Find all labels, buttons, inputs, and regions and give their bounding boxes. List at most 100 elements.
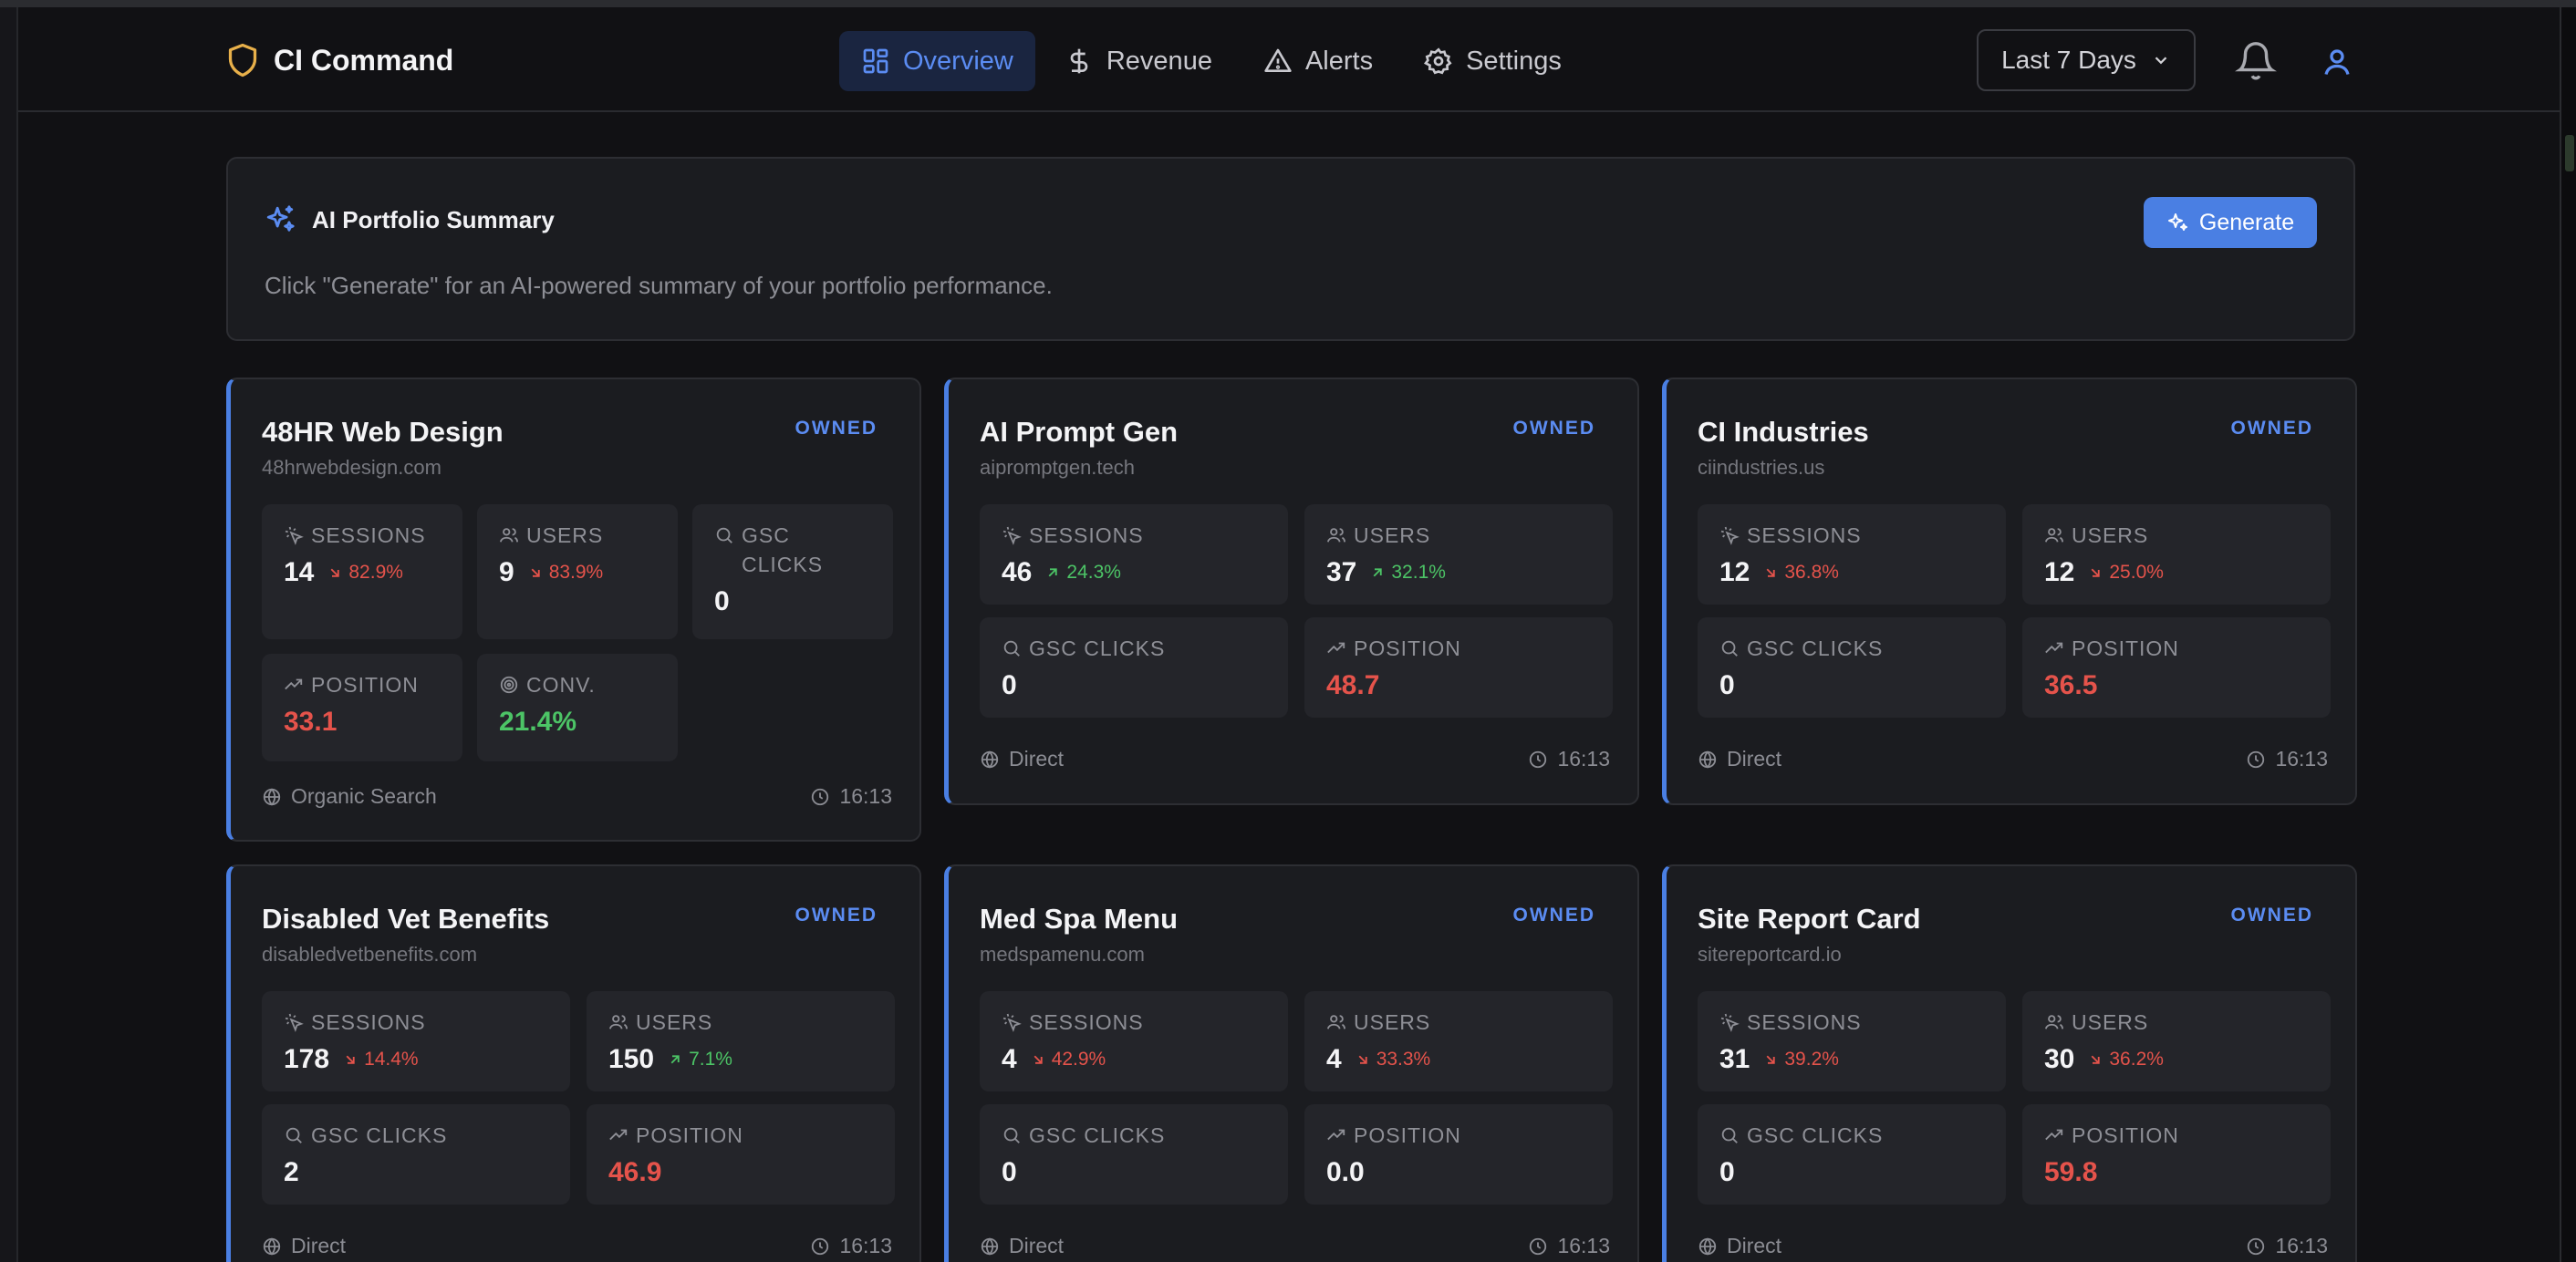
metric-position: POSITION 46.9 [587, 1104, 895, 1205]
change-value: 14.4% [364, 1049, 419, 1070]
globe-icon [1698, 1236, 1717, 1256]
metric-value: 9 [499, 557, 514, 587]
change-indicator: 82.9% [327, 562, 403, 584]
metric-position: POSITION 48.7 [1304, 617, 1613, 718]
traffic-source-label: Organic Search [291, 784, 437, 808]
metric-value: 36.5 [2044, 670, 2098, 700]
metric-users: USERS 12 25.0% [2022, 504, 2331, 605]
site-card[interactable]: Site Report Card sitereportcard.io OWNED… [1662, 864, 2357, 1262]
change-indicator: 36.2% [2087, 1049, 2164, 1071]
metric-label: POSITION [2072, 636, 2179, 660]
change-value: 36.2% [2109, 1049, 2164, 1070]
site-name: Med Spa Menu [980, 903, 1179, 935]
site-card[interactable]: AI Prompt Gen aipromptgen.tech OWNED SES… [944, 378, 1639, 805]
metric-label: SESSIONS [311, 1010, 426, 1034]
change-value: 32.1% [1391, 562, 1446, 583]
change-value: 25.0% [2109, 562, 2164, 583]
globe-icon [981, 750, 999, 769]
arrow-down-right-icon [1766, 568, 1776, 577]
search-icon [286, 1127, 302, 1143]
clock-icon [812, 788, 829, 805]
trending-up-icon [1327, 1129, 1345, 1141]
metric-position: POSITION 36.5 [2022, 617, 2331, 718]
globe-icon [981, 1236, 999, 1256]
dashboard-icon [863, 48, 888, 74]
metric-label: GSC CLICKS [311, 1123, 448, 1147]
date-range-select[interactable]: Last 7 Days [1977, 29, 2196, 91]
metric-label: GSC CLICKS [1747, 636, 1884, 660]
metric-value: 2 [284, 1157, 299, 1187]
traffic-source-label: Direct [1727, 747, 1782, 771]
search-icon [1003, 640, 1020, 657]
trending-up-icon [609, 1129, 628, 1141]
metric-label: POSITION [636, 1123, 743, 1147]
metric-label: POSITION [2072, 1123, 2179, 1147]
owned-badge: OWNED [795, 418, 878, 439]
arrow-down-right-icon [2091, 1055, 2101, 1064]
metric-sessions: SESSIONS 178 14.4% [262, 991, 570, 1091]
nav-settings-label: Settings [1466, 46, 1562, 76]
site-card[interactable]: CI Industries ciindustries.us OWNED SESS… [1662, 378, 2357, 805]
scroll-handle[interactable] [2565, 135, 2574, 171]
arrow-down-right-icon [330, 568, 340, 577]
metric-label: GSC CLICKS [1029, 636, 1166, 660]
arrow-down-right-icon [346, 1055, 355, 1064]
metric-value: 0 [714, 586, 730, 616]
bell-icon[interactable] [2235, 38, 2277, 84]
updated-time: 16:13 [1528, 1234, 1610, 1258]
change-indicator: 32.1% [1369, 562, 1446, 584]
metric-sessions: SESSIONS 14 82.9% [262, 504, 462, 639]
change-indicator: 83.9% [527, 562, 603, 584]
trending-up-icon [1327, 642, 1345, 654]
clock-icon [1530, 1237, 1547, 1255]
metric-value: 46.9 [608, 1157, 662, 1187]
clock-icon [812, 1237, 829, 1255]
users-icon [1326, 1015, 1346, 1029]
site-card[interactable]: 48HR Web Design 48hrwebdesign.com OWNED … [226, 378, 921, 842]
user-icon[interactable] [2321, 46, 2353, 78]
arrow-up-right-icon [670, 1055, 680, 1064]
users-icon [2044, 528, 2064, 543]
trending-up-icon [2045, 642, 2063, 654]
trending-up-icon [285, 678, 303, 690]
target-icon [500, 676, 518, 694]
site-card[interactable]: Disabled Vet Benefits disabledvetbenefit… [226, 864, 921, 1262]
metric-sessions: SESSIONS 12 36.8% [1698, 504, 2006, 605]
change-indicator: 42.9% [1030, 1049, 1106, 1071]
arrow-down-right-icon [1766, 1055, 1776, 1064]
sessions-icon [1720, 526, 1740, 545]
top-nav: CI Command Overview Revenue Alerts Setti… [18, 7, 2560, 112]
search-icon [1721, 1127, 1738, 1143]
nav-overview[interactable]: Overview [839, 31, 1035, 91]
dollar-icon [1070, 48, 1088, 74]
site-domain: disabledvetbenefits.com [262, 943, 478, 966]
metric-label: POSITION [1354, 636, 1461, 660]
owned-badge: OWNED [2230, 418, 2313, 439]
site-name: AI Prompt Gen [980, 416, 1179, 448]
right-gutter [2560, 7, 2576, 1262]
metric-label: USERS [526, 523, 604, 547]
metric-users: USERS 150 7.1% [587, 991, 895, 1091]
metric-value: 12 [1719, 557, 1750, 587]
nav-alerts[interactable]: Alerts [1241, 31, 1395, 91]
traffic-source: Direct [1698, 747, 1781, 771]
site-card[interactable]: Med Spa Menu medspamenu.com OWNED SESSIO… [944, 864, 1639, 1262]
metric-label: USERS [1354, 523, 1431, 547]
metric-value: 0 [1002, 1157, 1017, 1187]
search-icon [716, 527, 732, 543]
arrow-down-right-icon [1358, 1055, 1367, 1064]
generate-button[interactable]: Generate [2144, 197, 2317, 248]
brand[interactable]: CI Command [226, 42, 453, 78]
updated-time-label: 16:13 [839, 1234, 892, 1257]
users-icon [608, 1015, 628, 1029]
metric-value: 4 [1002, 1044, 1017, 1074]
change-indicator: 33.3% [1355, 1049, 1430, 1071]
ai-summary-card: AI Portfolio Summary Click "Generate" fo… [226, 157, 2355, 341]
metric-label: SESSIONS [1747, 1010, 1862, 1034]
nav-settings[interactable]: Settings [1402, 31, 1584, 91]
nav-revenue[interactable]: Revenue [1043, 31, 1234, 91]
metric-gsc-clicks: GSC CLICKS 0 [1698, 1104, 2006, 1205]
metric-users: USERS 4 33.3% [1304, 991, 1613, 1091]
arrow-up-right-icon [1048, 568, 1058, 577]
change-indicator: 24.3% [1044, 562, 1121, 584]
